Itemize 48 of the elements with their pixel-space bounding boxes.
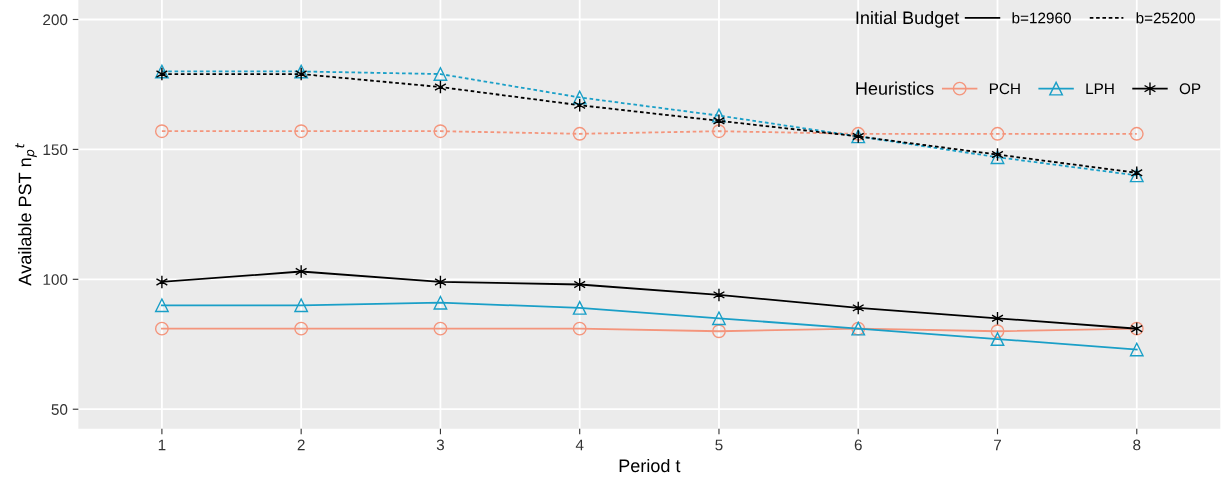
point bbox=[712, 324, 726, 339]
y-tick-label: 50 bbox=[51, 404, 68, 415]
point bbox=[433, 295, 448, 310]
point bbox=[572, 321, 587, 336]
legend-label: OP bbox=[1179, 83, 1201, 95]
annotation: b=12960 bbox=[1012, 12, 1071, 24]
legend-title: Heuristics bbox=[856, 81, 934, 95]
x-tick-label: 8 bbox=[1133, 439, 1141, 451]
y-tick-label: 150 bbox=[43, 144, 68, 156]
point bbox=[1129, 126, 1144, 141]
point bbox=[990, 324, 1005, 339]
x-axis-title: Period t bbox=[619, 458, 681, 473]
point bbox=[712, 311, 726, 326]
point bbox=[433, 67, 448, 81]
x-tick-label: 1 bbox=[158, 439, 166, 451]
legend-label: LPH bbox=[1086, 83, 1114, 94]
y-tick-label: 200 bbox=[43, 14, 68, 26]
point bbox=[294, 124, 309, 139]
point bbox=[572, 126, 587, 141]
y-tick-label: 100 bbox=[43, 274, 68, 285]
point bbox=[154, 124, 169, 139]
point bbox=[1129, 342, 1144, 357]
x-tick-label: 4 bbox=[575, 439, 584, 451]
point bbox=[433, 321, 448, 336]
x-tick-label: 2 bbox=[297, 439, 305, 451]
annotation: b=25200 bbox=[1136, 12, 1195, 24]
point bbox=[294, 298, 309, 313]
point bbox=[712, 124, 726, 139]
point bbox=[712, 108, 726, 123]
point bbox=[295, 264, 308, 279]
point bbox=[712, 287, 726, 302]
point bbox=[990, 126, 1005, 141]
legend-label: PCH bbox=[989, 83, 1020, 95]
point bbox=[572, 300, 587, 315]
point bbox=[294, 321, 309, 336]
point bbox=[572, 90, 587, 105]
annotation: Initial Budget bbox=[856, 10, 960, 28]
x-tick-label: 7 bbox=[994, 439, 1001, 451]
x-tick-label: 3 bbox=[436, 439, 445, 451]
x-tick-label: 6 bbox=[854, 439, 862, 451]
point bbox=[155, 274, 169, 289]
point bbox=[712, 113, 726, 128]
y-axis-title: Available PST n$_{p}$$^{t}$ bbox=[15, 143, 37, 286]
point bbox=[433, 124, 448, 139]
point bbox=[154, 321, 169, 336]
x-tick-label: 5 bbox=[715, 439, 723, 451]
point bbox=[990, 332, 1005, 347]
point bbox=[154, 298, 169, 313]
